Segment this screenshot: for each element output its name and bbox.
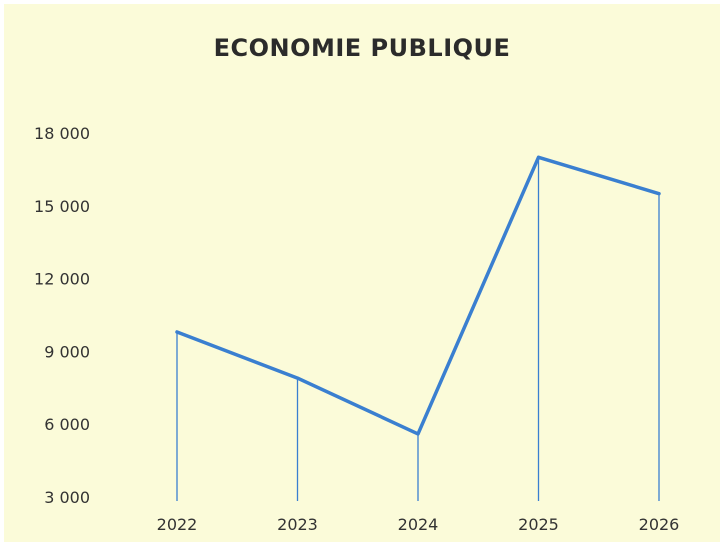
x-tick-label: 2026 [639, 515, 680, 534]
x-tick-label: 2023 [277, 515, 318, 534]
data-point [537, 155, 540, 159]
chart-panel: ECONOMIE PUBLIQUE [4, 4, 720, 542]
y-tick-label: 3 000 [44, 488, 90, 507]
x-tick-label: 2022 [157, 515, 198, 534]
data-point [296, 376, 299, 380]
data-point [657, 192, 661, 196]
chart-title: ECONOMIE PUBLIQUE [213, 34, 511, 62]
data-point [175, 330, 179, 334]
y-tick-label: 15 000 [34, 197, 90, 216]
y-tick-label: 9 000 [44, 342, 90, 361]
y-tick-label: 12 000 [34, 270, 90, 289]
y-tick-label: 18 000 [34, 124, 90, 143]
y-tick-label: 6 000 [44, 415, 90, 434]
data-point [416, 432, 420, 436]
x-tick-label: 2025 [518, 515, 559, 534]
x-tick-label: 2024 [398, 515, 439, 534]
series-line [175, 155, 661, 436]
